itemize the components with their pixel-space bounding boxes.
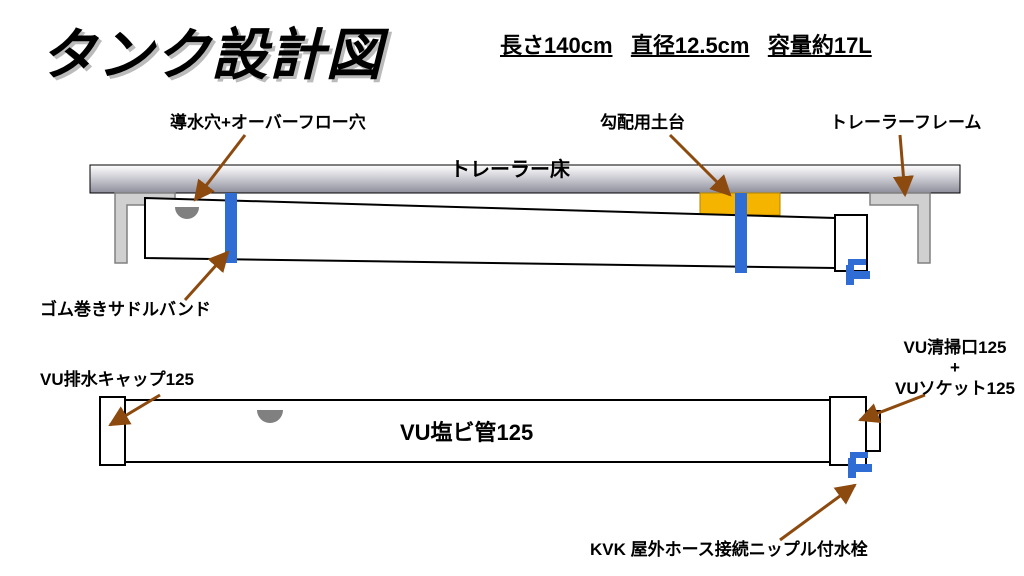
- label-cleanout-a: VU清掃口125: [904, 338, 1007, 357]
- label-saddle-band: ゴム巻きサドルバンド: [40, 300, 211, 320]
- label-cleanout: VU清掃口125 + VUソケット125: [895, 338, 1015, 399]
- label-faucet: KVK 屋外ホース接続ニップル付水栓: [590, 540, 868, 560]
- label-cleanout-b: VUソケット125: [895, 379, 1015, 398]
- label-trailer-floor: トレーラー床: [450, 158, 570, 182]
- label-trailer-frame: トレーラーフレーム: [830, 113, 981, 133]
- diagram-svg: [0, 0, 1024, 576]
- label-hole: 導水穴+オーバーフロー穴: [170, 113, 366, 133]
- label-drain-cap: VU排水キャップ125: [40, 370, 194, 390]
- label-pipe: VU塩ビ管125: [400, 420, 533, 446]
- label-cleanout-plus: +: [950, 358, 960, 377]
- label-slope-base: 勾配用土台: [600, 113, 685, 133]
